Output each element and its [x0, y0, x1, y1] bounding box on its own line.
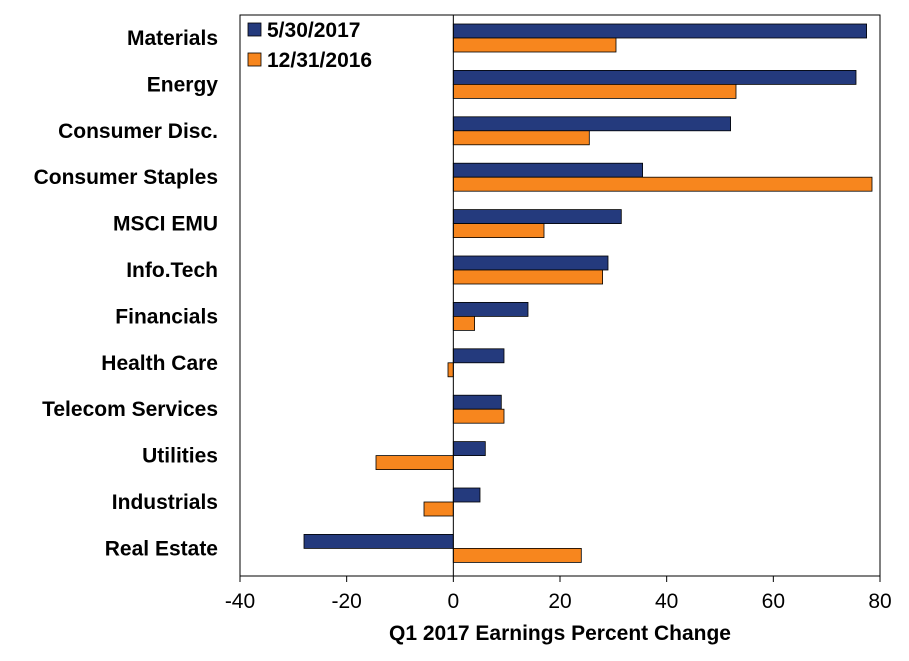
- category-label: Industrials: [112, 491, 218, 514]
- bar-series-2-3: [452, 176, 873, 192]
- x-tick-label: -20: [331, 590, 361, 613]
- bar-series-2-8: [452, 408, 505, 424]
- legend-label-2: 12/31/2016: [267, 49, 372, 72]
- legend: 5/30/2017 12/31/2016: [247, 19, 372, 72]
- x-tick-label: 80: [868, 590, 891, 613]
- bar-series-1-11: [303, 534, 454, 549]
- category-label: Consumer Staples: [34, 166, 218, 189]
- bar-series-2-0: [452, 37, 617, 53]
- category-label: MSCI EMU: [113, 213, 218, 236]
- bar-series-1-7: [452, 348, 505, 364]
- x-tick-label: 20: [548, 590, 571, 613]
- bar-series-2-2: [452, 130, 590, 146]
- legend-swatch-1: [247, 22, 262, 37]
- bar-series-1-6: [452, 301, 529, 317]
- x-tick-label: 0: [447, 590, 459, 613]
- category-labels: Materials Energy Consumer Disc. Consumer St…: [34, 27, 219, 560]
- bar-series-2-10: [423, 501, 454, 517]
- bar-series-1-4: [452, 209, 622, 225]
- category-label: Consumer Disc.: [58, 120, 218, 143]
- category-label: Financials: [115, 305, 218, 328]
- bar-series-1-1: [452, 70, 857, 85]
- bar-series-1-3: [452, 162, 643, 178]
- bar-series-1-8: [452, 394, 502, 410]
- bar-series-2-7: [447, 362, 454, 378]
- bar-series-2-11: [452, 548, 582, 563]
- x-axis-title: Q1 2017 Earnings Percent Change: [389, 622, 731, 645]
- bar-series-2-6: [452, 315, 475, 331]
- bar-series-1-9: [452, 441, 486, 457]
- bar-series-2-1: [452, 84, 737, 99]
- x-axis-ticks: -40 -20 0 20 40 60 80: [225, 576, 892, 613]
- bar-series-1-0: [452, 23, 867, 39]
- category-label: Materials: [127, 27, 218, 50]
- category-label: Real Estate: [105, 537, 218, 560]
- category-label: Energy: [147, 73, 219, 96]
- bar-series-1-2: [452, 116, 731, 132]
- legend-label-1: 5/30/2017: [267, 19, 360, 42]
- bar-series-1-10: [452, 487, 481, 503]
- category-label: Info.Tech: [126, 259, 218, 282]
- bar-series-2-5: [452, 269, 603, 285]
- bar-series-2-9: [375, 455, 454, 471]
- x-tick-label: 60: [762, 590, 785, 613]
- category-label: Health Care: [101, 352, 218, 375]
- category-label: Telecom Services: [42, 398, 218, 421]
- x-tick-label: 40: [655, 590, 678, 613]
- plot-area: [239, 14, 881, 577]
- category-label: Utilities: [142, 445, 218, 468]
- bar-series-2-4: [452, 223, 545, 239]
- x-tick-label: -40: [225, 590, 255, 613]
- bar-series-1-5: [452, 255, 609, 271]
- legend-swatch-2: [247, 52, 262, 67]
